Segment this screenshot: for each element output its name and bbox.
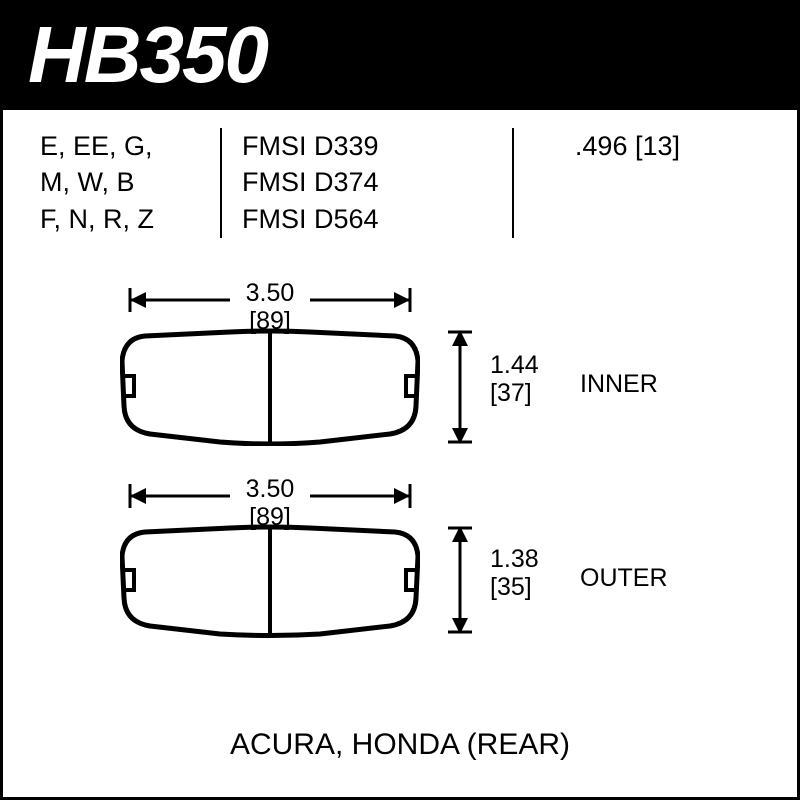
compounds-line3: F, N, R, Z [40,204,154,234]
fmsi-2: FMSI D374 [242,167,379,197]
inner-height-mm: 37 [497,379,525,407]
footer-caption: ACURA, HONDA (REAR) [0,728,800,762]
outer-height-label: 1.38[35] [490,546,539,601]
compounds-line2: M, W, B [40,167,135,197]
outer-width-in: 3.50 [246,475,295,503]
outer-label: OUTER [580,564,668,593]
compounds-line1: E, EE, G, [40,131,153,161]
outer-height-in: 1.38 [490,545,539,573]
inner-height-dimension [440,324,480,450]
inner-pad-shape [120,326,420,446]
compound-codes: E, EE, G, M, W, B F, N, R, Z [40,128,220,238]
inner-height-in: 1.44 [490,351,539,379]
fmsi-codes: FMSI D339 FMSI D374 FMSI D564 [242,128,512,238]
thickness: .496 [13] [534,128,760,238]
fmsi-1: FMSI D339 [242,131,379,161]
inner-label: INNER [580,370,658,399]
divider-1 [220,128,222,238]
info-row: E, EE, G, M, W, B F, N, R, Z FMSI D339 F… [40,128,760,238]
header-bar: HB350 [0,0,800,110]
outer-height-mm: 35 [497,573,525,601]
inner-width-in: 3.50 [246,279,295,307]
inner-height-label: 1.44[37] [490,352,539,407]
divider-2 [512,128,514,238]
outer-height-dimension [440,520,480,640]
part-number: HB350 [28,9,267,101]
outer-pad-shape [120,522,420,638]
fmsi-3: FMSI D564 [242,204,379,234]
diagram-area: 3.50 [89] 1.44[37] INNER 3.50 [89] [0,280,800,720]
